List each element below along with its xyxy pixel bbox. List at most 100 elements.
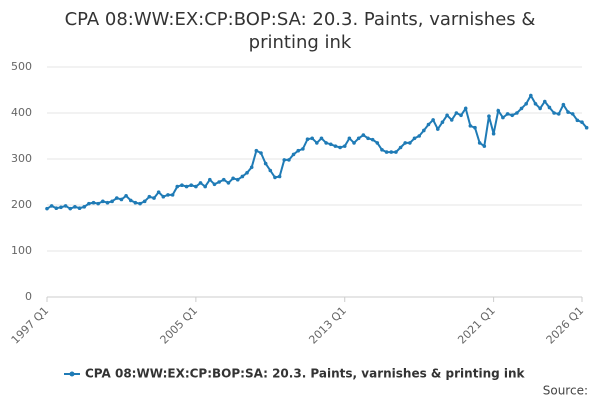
point: [161, 194, 166, 199]
point: [59, 205, 63, 210]
point: [119, 197, 124, 202]
point: [110, 199, 114, 204]
point: [180, 183, 184, 188]
point: [221, 177, 226, 182]
point: [54, 206, 59, 211]
point: [398, 145, 403, 150]
point: [338, 145, 342, 150]
point: [231, 176, 235, 181]
point: [356, 136, 361, 141]
point: [435, 127, 440, 131]
point: [366, 136, 370, 141]
point: [449, 118, 454, 122]
point: [45, 206, 49, 211]
point: [170, 193, 175, 197]
point: [510, 113, 515, 118]
point: [324, 141, 328, 145]
point: [282, 158, 287, 162]
point: [375, 141, 380, 145]
point: [584, 125, 589, 130]
point: [152, 196, 156, 200]
point: [431, 118, 435, 122]
point: [91, 200, 96, 205]
point: [194, 184, 198, 189]
point: [515, 111, 519, 115]
point: [491, 131, 496, 136]
point: [547, 105, 552, 110]
point: [426, 122, 431, 127]
point: [240, 174, 245, 179]
point: [287, 158, 291, 162]
point: [542, 99, 547, 104]
point: [291, 152, 296, 157]
point: [403, 141, 408, 145]
point: [417, 134, 421, 138]
point: [459, 113, 463, 118]
y-tick-label: 400: [11, 106, 32, 119]
point: [301, 147, 305, 151]
point: [389, 150, 394, 154]
point: [384, 150, 389, 154]
point: [296, 148, 301, 153]
point: [208, 177, 212, 182]
point: [575, 118, 580, 123]
point: [394, 150, 398, 154]
point: [101, 199, 105, 204]
point: [254, 148, 259, 153]
point: [315, 141, 319, 145]
point: [96, 201, 100, 206]
y-tick-label: 100: [11, 244, 32, 257]
point: [189, 183, 194, 188]
point: [310, 136, 314, 141]
legend-label: CPA 08:WW:EX:CP:BOP:SA: 20.3. Paints, va…: [85, 367, 526, 381]
point: [142, 199, 147, 204]
point: [82, 205, 87, 209]
point: [440, 120, 445, 124]
point: [245, 171, 249, 175]
point: [128, 198, 133, 203]
point: [408, 141, 412, 145]
x-tick-label: 2026 Q1: [544, 304, 587, 347]
point: [124, 194, 128, 198]
point: [226, 181, 231, 185]
point: [342, 144, 347, 148]
y-tick-label: 200: [11, 198, 32, 211]
point: [561, 102, 566, 107]
point: [552, 111, 556, 115]
point: [361, 133, 366, 137]
x-tick-label: 2005 Q1: [158, 304, 201, 347]
point: [105, 200, 110, 205]
point: [347, 136, 352, 141]
point: [519, 106, 524, 111]
source: Source:: [543, 384, 588, 398]
point: [556, 112, 561, 116]
point: [328, 142, 333, 147]
point: [487, 114, 491, 119]
point: [566, 110, 570, 114]
point: [77, 206, 82, 211]
point: [333, 144, 338, 148]
point: [533, 102, 538, 106]
point: [138, 201, 142, 206]
legend-swatch-marker: [69, 371, 75, 377]
point: [422, 128, 426, 133]
point: [212, 182, 217, 187]
point: [529, 93, 533, 98]
line: [46, 93, 588, 210]
point: [482, 144, 487, 148]
point: [496, 108, 501, 113]
chart-title: CPA 08:WW:EX:CP:BOP:SA: 20.3. Paints, va…: [64, 9, 536, 53]
point: [505, 112, 510, 116]
point: [198, 181, 203, 185]
point: [370, 137, 375, 142]
point: [114, 196, 119, 200]
y-tick-label: 500: [11, 60, 32, 73]
point: [156, 190, 161, 194]
point: [277, 174, 282, 179]
point: [73, 205, 77, 209]
y-tick-label: 0: [25, 290, 32, 303]
x-tick-label: 2021 Q1: [455, 304, 498, 347]
point: [184, 184, 189, 189]
